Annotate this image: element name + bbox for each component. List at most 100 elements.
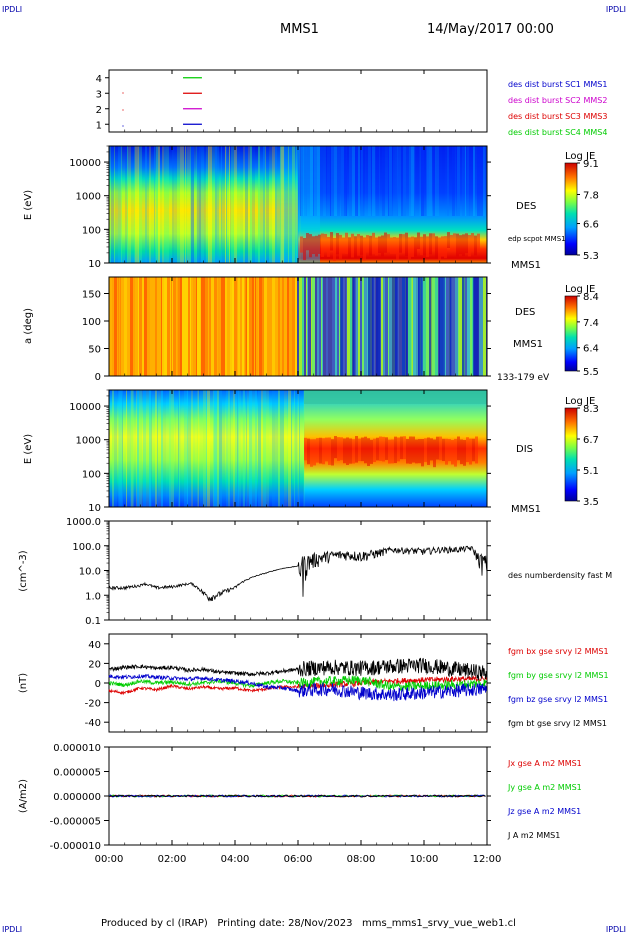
burst-dot: [122, 109, 124, 111]
spectrogram-stripe: [248, 146, 250, 263]
pad-stripe: [347, 277, 350, 376]
spectrogram-stripe: [455, 146, 456, 216]
colorbar-tick-label: 6.4: [583, 344, 599, 355]
spectrogram-stripe: [361, 146, 363, 216]
dis-hot-band: [391, 439, 394, 464]
burst-legend-entry: des dist burst SC2 MMS2: [508, 96, 607, 105]
pad-stripe: [383, 277, 384, 376]
dis-hot-band: [361, 437, 364, 462]
spectrogram-stripe: [326, 146, 327, 216]
pad-stripe: [311, 277, 312, 376]
pad-stripe: [161, 277, 162, 376]
spectrogram-stripe: [177, 146, 180, 263]
spectrogram-stripe: [146, 390, 149, 507]
colorbar-des: [564, 162, 578, 256]
pad-stripe: [167, 277, 170, 376]
dis-hot-band: [418, 439, 421, 464]
pad-stripe: [237, 277, 238, 376]
dis-hot-band: [463, 439, 466, 466]
des-hot-band: [312, 236, 315, 255]
spectrogram-stripe: [227, 146, 229, 263]
current-ylabel: (A/m2): [18, 779, 29, 813]
spectrogram-stripe: [127, 390, 130, 507]
spectrogram-stripe: [207, 390, 210, 507]
dis-hot-band: [385, 437, 388, 460]
spectrogram-stripe: [230, 146, 231, 263]
burst-ytick-label: 3: [96, 89, 102, 100]
spectrogram-stripe: [215, 146, 217, 263]
spectrogram-stripe: [421, 146, 424, 216]
spectrogram-stripe: [301, 146, 303, 216]
des-footer-label: MMS1: [511, 260, 541, 271]
pad-stripe: [171, 277, 172, 376]
spectrogram-stripe: [149, 146, 151, 263]
spectrogram-stripe: [191, 146, 194, 263]
pad-stripe: [346, 277, 347, 376]
des-hot-band: [426, 236, 429, 258]
time-tick-label: 08:00: [347, 854, 376, 865]
bfield-ytick-label: 40: [88, 640, 101, 651]
colorbar-title: Log JE: [565, 284, 595, 295]
spectrogram-stripe: [213, 390, 214, 507]
spectrogram-stripe: [155, 390, 157, 507]
des-hot-band: [366, 235, 369, 253]
pad-stripe: [191, 277, 193, 376]
spectrogram-stripe: [131, 390, 133, 507]
dis-hot-band: [457, 436, 460, 461]
spectrogram-stripe: [442, 146, 445, 216]
spectrogram-stripe: [404, 146, 406, 216]
spectrogram-stripe: [388, 146, 389, 216]
spectrogram-stripe: [372, 146, 375, 216]
spectrogram-stripe: [285, 146, 288, 263]
colorbar-tick-label: 5.5: [583, 367, 599, 378]
pad-stripe: [312, 277, 315, 376]
spectrogram-stripe: [169, 146, 172, 263]
spectrogram-stripe: [156, 146, 158, 263]
spectrogram-stripe: [284, 390, 287, 507]
dis-hot-band: [472, 438, 475, 462]
spectrogram-stripe: [226, 146, 227, 263]
spectrogram-stripe: [435, 146, 436, 216]
spectrogram-stripe: [115, 146, 118, 263]
pad-stripe: [255, 277, 256, 376]
pad-stripe: [155, 277, 157, 376]
pad-stripe: [121, 277, 124, 376]
spectrogram-stripe: [237, 146, 240, 263]
pad-stripe: [182, 277, 185, 376]
spectrogram-stripe: [190, 146, 191, 263]
des-hot-band: [300, 236, 303, 253]
spectrogram-stripe: [158, 390, 161, 507]
pad-stripe: [284, 277, 287, 376]
spectrogram-stripe: [245, 146, 248, 263]
pad-stripe: [280, 277, 282, 376]
pad-stripe: [254, 277, 255, 376]
bfield-ytick-label: 0: [95, 679, 101, 690]
pad-stripe: [201, 277, 202, 376]
spectrogram-stripe: [284, 146, 285, 263]
spectrogram-stripe: [346, 146, 347, 216]
spectrogram-stripe: [194, 146, 196, 263]
pad-stripe: [358, 277, 360, 376]
spectrogram-stripe: [160, 146, 162, 263]
pad-stripe: [350, 277, 352, 376]
pad-ytick-label: 50: [88, 345, 101, 356]
spectrogram-stripe: [433, 146, 435, 216]
pad-stripe: [221, 277, 224, 376]
pad-stripe: [132, 277, 133, 376]
pad-stripe: [398, 277, 399, 376]
pad-stripe: [426, 277, 429, 376]
spectrogram-stripe: [219, 146, 221, 263]
pad-deep-stripe: [418, 277, 423, 376]
pad-stripe: [244, 277, 245, 376]
spectrogram-stripe: [297, 146, 299, 263]
spectrogram-stripe: [203, 390, 206, 507]
dis-hot-band: [406, 439, 409, 464]
spectrogram-stripe: [466, 146, 467, 216]
dis-hot-band: [358, 438, 361, 462]
dis-hot-band: [436, 436, 439, 460]
des-ytick-label: 10000: [69, 158, 101, 169]
spectrogram-stripe: [176, 390, 178, 507]
spectrogram-stripe: [409, 146, 411, 216]
des-hot-band: [462, 234, 465, 257]
des-hot-band: [399, 233, 402, 253]
